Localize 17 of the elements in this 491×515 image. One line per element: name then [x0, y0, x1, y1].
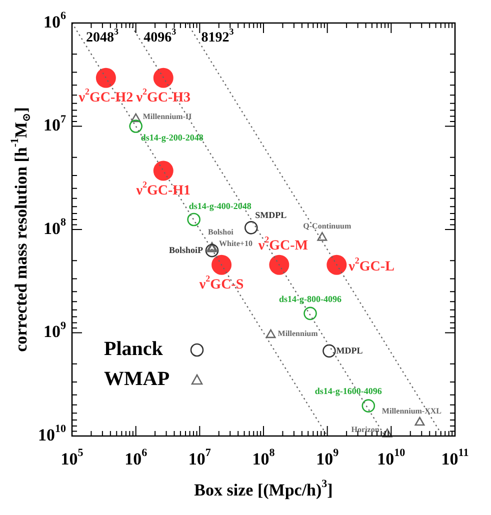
- legend-label: WMAP: [104, 368, 170, 390]
- annotation: ds14-g-800-4096: [279, 294, 342, 304]
- annotation: Millennium: [278, 329, 318, 338]
- annotation: Bolshoi: [208, 228, 234, 237]
- annotation: SMDPL: [255, 210, 287, 220]
- annotation: Horizon: [351, 425, 380, 434]
- annotation: BolshoiP: [168, 244, 204, 255]
- annotation: White+10: [218, 239, 252, 248]
- annotation: ds14-g-400-2048: [188, 200, 252, 211]
- annotation: Q-Continuum: [303, 222, 352, 231]
- y-axis-title: corrected mass resolution [h-1M⊙]: [9, 107, 33, 352]
- annotation: Millennium-II: [142, 112, 192, 122]
- annotation: Millennium-XXL: [382, 406, 442, 416]
- annotation: MDPL: [336, 345, 363, 356]
- legend-label: Planck: [104, 338, 164, 360]
- annotation: ds14-g-1600-4096: [314, 386, 382, 396]
- annotation: ds14-g-200-2048: [140, 132, 204, 143]
